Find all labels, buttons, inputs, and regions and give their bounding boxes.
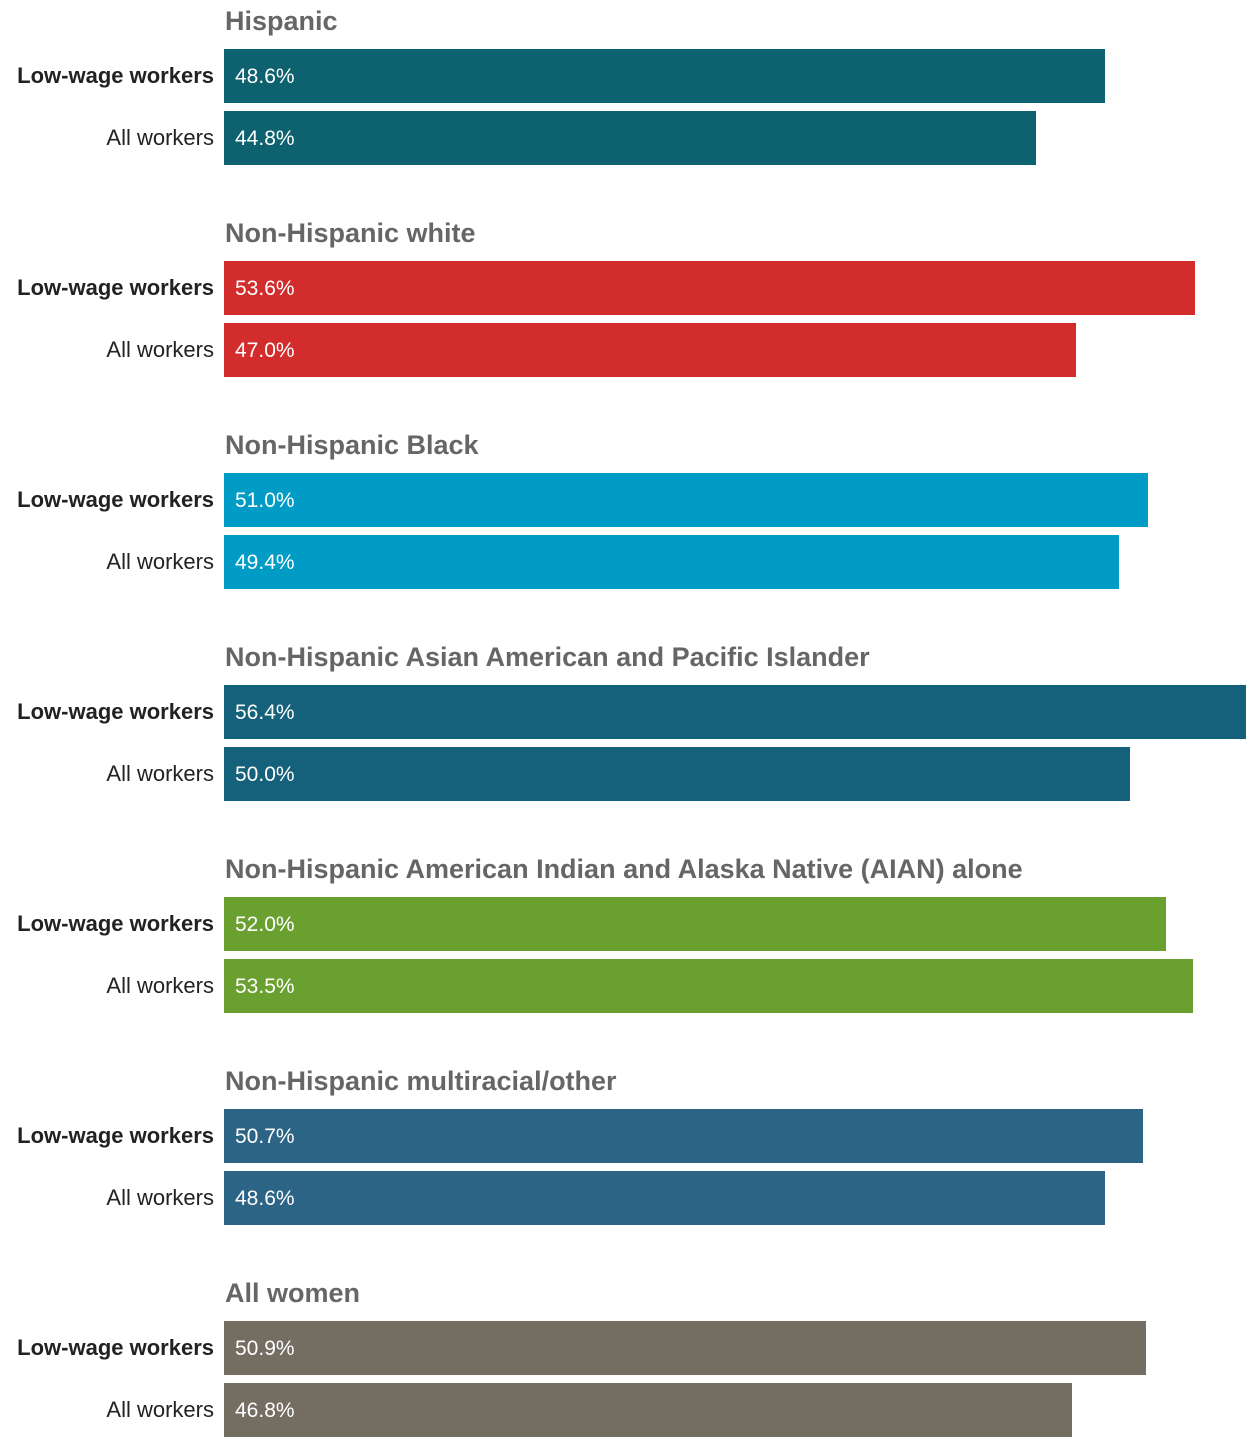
- bar: [224, 747, 1130, 801]
- all-workers-label: All workers: [106, 337, 214, 362]
- bar: [224, 111, 1036, 165]
- all-workers-label: All workers: [106, 549, 214, 574]
- low-wage-workers-label: Low-wage workers: [17, 699, 214, 724]
- all-workers-label: All workers: [106, 761, 214, 786]
- bar-value-label: 48.6%: [235, 1187, 295, 1210]
- bar-value-label: 44.8%: [235, 127, 295, 150]
- group-title: All women: [225, 1278, 361, 1308]
- bar-value-label: 50.0%: [235, 763, 295, 786]
- bar: [224, 1109, 1143, 1163]
- low-wage-workers-label: Low-wage workers: [17, 275, 214, 300]
- low-wage-workers-label: Low-wage workers: [17, 63, 214, 88]
- bar-value-label: 50.9%: [235, 1337, 295, 1360]
- all-workers-label: All workers: [106, 1185, 214, 1210]
- group-title: Non-Hispanic American Indian and Alaska …: [225, 854, 1023, 884]
- all-workers-label: All workers: [106, 973, 214, 998]
- bar: [224, 897, 1166, 951]
- bar-value-label: 56.4%: [235, 701, 295, 724]
- bar: [224, 685, 1246, 739]
- bar: [224, 959, 1193, 1013]
- low-wage-workers-label: Low-wage workers: [17, 1335, 214, 1360]
- bar-value-label: 53.5%: [235, 975, 295, 998]
- bar: [224, 323, 1076, 377]
- low-wage-workers-label: Low-wage workers: [17, 487, 214, 512]
- bar-value-label: 50.7%: [235, 1125, 295, 1148]
- bar: [224, 1383, 1072, 1437]
- bar-value-label: 53.6%: [235, 277, 295, 300]
- bar: [224, 473, 1148, 527]
- group-title: Non-Hispanic Asian American and Pacific …: [225, 642, 870, 672]
- group-title: Non-Hispanic Black: [225, 430, 479, 460]
- all-workers-label: All workers: [106, 125, 214, 150]
- bar: [224, 1321, 1146, 1375]
- group-title: Hispanic: [225, 6, 338, 36]
- group-title: Non-Hispanic white: [225, 218, 476, 248]
- bar-value-label: 47.0%: [235, 339, 295, 362]
- bar: [224, 1171, 1105, 1225]
- bar-value-label: 52.0%: [235, 913, 295, 936]
- low-wage-workers-label: Low-wage workers: [17, 1123, 214, 1148]
- bar-value-label: 49.4%: [235, 551, 295, 574]
- bar: [224, 535, 1119, 589]
- bar: [224, 261, 1195, 315]
- group-title: Non-Hispanic multiracial/other: [225, 1066, 617, 1096]
- bar-value-label: 48.6%: [235, 65, 295, 88]
- bar: [224, 49, 1105, 103]
- low-wage-workers-label: Low-wage workers: [17, 911, 214, 936]
- bar-value-label: 51.0%: [235, 489, 295, 512]
- bar-value-label: 46.8%: [235, 1399, 295, 1422]
- all-workers-label: All workers: [106, 1397, 214, 1422]
